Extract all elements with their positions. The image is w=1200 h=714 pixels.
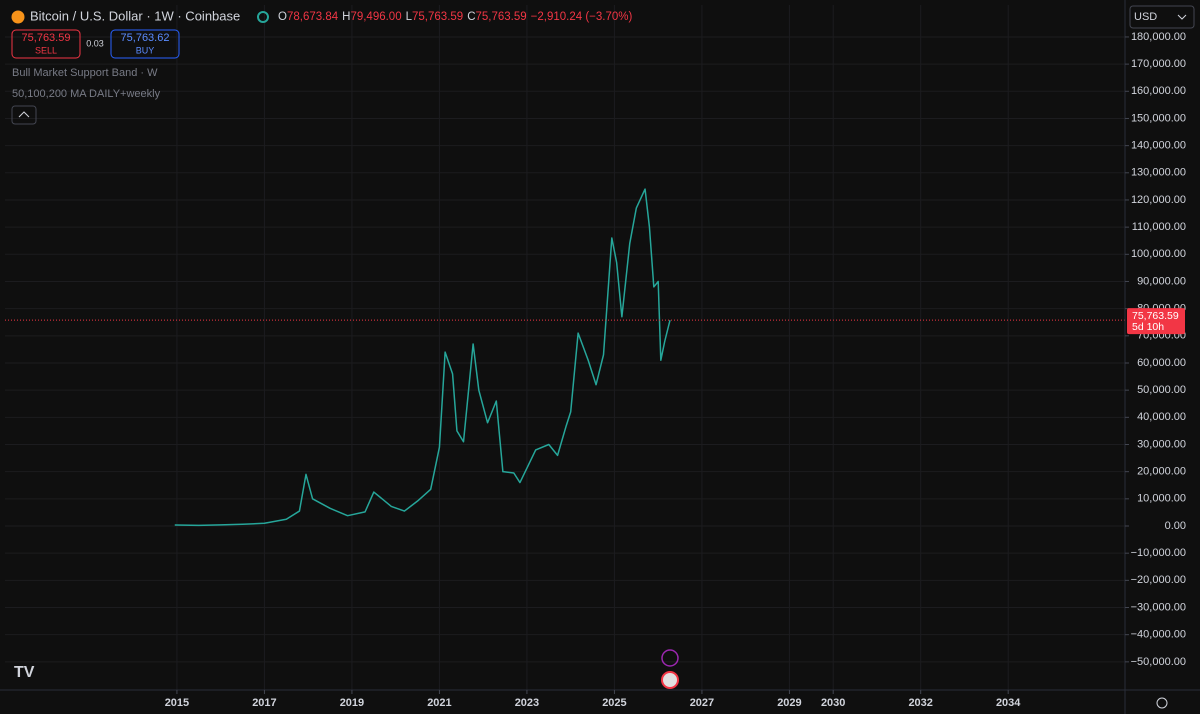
y-tick-label: 30,000.00 [1137, 438, 1186, 450]
price-label: 75,763.59 [1132, 310, 1179, 322]
y-tick-label: 100,000.00 [1131, 248, 1186, 260]
y-tick-label: 90,000.00 [1137, 275, 1186, 287]
y-tick-label: 150,000.00 [1131, 112, 1186, 124]
collapse-icon [18, 111, 30, 118]
y-tick-label: −50,000.00 [1131, 656, 1186, 668]
x-tick-label: 2021 [427, 697, 451, 709]
dropdown-icon [1177, 14, 1187, 20]
y-tick-label: 0.00 [1165, 520, 1186, 532]
y-tick-label: 140,000.00 [1131, 140, 1186, 152]
y-tick-label: 110,000.00 [1132, 221, 1186, 233]
settings-icon[interactable] [1156, 697, 1168, 709]
x-tick-label: 2034 [996, 697, 1021, 709]
change: −2,910.24 (−3.70%) [531, 11, 633, 23]
buy-price: 75,763.62 [121, 32, 170, 44]
y-tick-label: 170,000.00 [1131, 58, 1186, 70]
y-tick-label: 20,000.00 [1137, 466, 1186, 478]
logo: TV [14, 664, 35, 681]
currency-select[interactable] [1129, 5, 1195, 29]
countdown: 5d 10h [1132, 321, 1164, 333]
x-tick-label: 2029 [777, 697, 801, 709]
y-tick-label: 50,000.00 [1137, 384, 1186, 396]
y-tick-label: 10,000.00 [1137, 493, 1186, 505]
x-tick-label: 2017 [252, 697, 276, 709]
price-label-box [1127, 308, 1185, 335]
ohlc-key: H [342, 11, 350, 23]
y-tick-label: −40,000.00 [1131, 629, 1186, 641]
ohlc: O78,673.84 H79,496.00 L75,763.59 C75,763.59… [278, 11, 633, 23]
y-tick-label: −20,000.00 [1131, 574, 1186, 586]
collapse-button[interactable] [11, 105, 37, 125]
sell-label: SELL [35, 45, 57, 55]
y-tick-label: 40,000.00 [1137, 411, 1186, 423]
x-tick-label: 2019 [340, 697, 364, 709]
spread: 0.03 [86, 38, 104, 48]
ohlc-key: L [406, 11, 413, 23]
y-tick-label: 180,000.00 [1131, 31, 1186, 43]
y-tick-label: 60,000.00 [1137, 357, 1186, 369]
y-tick-label: 130,000.00 [1131, 167, 1186, 179]
x-tick-label: 2030 [821, 697, 845, 709]
sell-price: 75,763.59 [22, 32, 71, 44]
ohlc-value: 78,673.84 [287, 11, 339, 23]
event-icon[interactable] [661, 671, 679, 689]
event-icon[interactable] [661, 649, 679, 667]
ohlc-value: 75,763.59 [412, 11, 463, 23]
x-tick-label: 2025 [602, 697, 626, 709]
plot [5, 188, 1125, 527]
x-tick-label: 2032 [908, 697, 932, 709]
ohlc-key: C [467, 11, 475, 23]
currency: USD [1134, 11, 1157, 23]
indicator[interactable]: 50,100,200 MA DAILY+weekly [12, 88, 161, 100]
buy-button[interactable] [110, 29, 180, 59]
status-icon [257, 11, 269, 23]
coin-icon [11, 10, 25, 24]
x-tick-label: 2015 [165, 697, 189, 709]
x-tick-label: 2027 [690, 697, 714, 709]
y-tick-label: 120,000.00 [1131, 194, 1186, 206]
x-tick-label: 2023 [515, 697, 539, 709]
y-tick-label: −10,000.00 [1131, 547, 1186, 559]
axes: −50,000.00 −40,000.00 −30,000.00 −20,000.00… [165, 31, 1186, 709]
ohlc-value: 75,763.59 [476, 11, 527, 23]
ohlc-key: O [278, 11, 287, 23]
y-tick-label: −30,000.00 [1131, 601, 1186, 613]
indicator[interactable]: Bull Market Support Band · W [12, 67, 158, 79]
sell-button[interactable] [11, 29, 81, 59]
buy-label: BUY [136, 45, 155, 55]
chart-title[interactable]: Bitcoin / U.S. Dollar · 1W · Coinbase [30, 8, 240, 23]
price-line [174, 188, 671, 527]
ohlc-value: 79,496.00 [350, 11, 401, 23]
y-tick-label: 160,000.00 [1131, 85, 1186, 97]
grid [5, 5, 1125, 690]
